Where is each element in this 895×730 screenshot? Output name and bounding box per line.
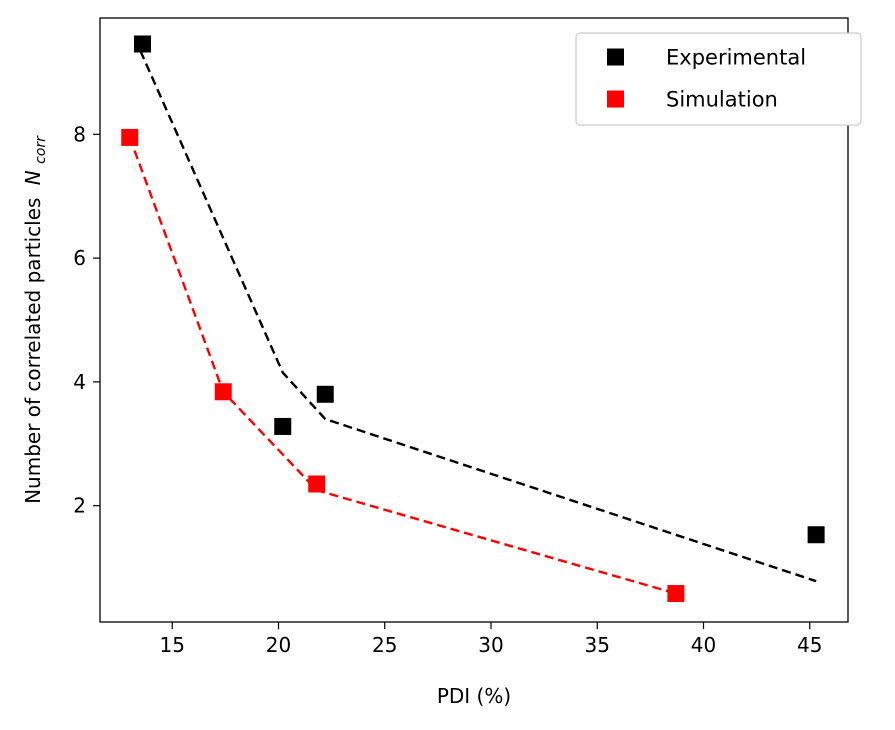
legend-marker-simulation xyxy=(607,90,624,108)
fit-lines xyxy=(128,50,817,595)
x-tick-label: 40 xyxy=(691,633,716,657)
y-axis-label-symbol: N xyxy=(21,170,45,185)
data-point-experimental xyxy=(134,35,151,53)
legend-box xyxy=(575,32,862,126)
x-tick-label: 35 xyxy=(585,633,610,657)
data-point-experimental xyxy=(274,417,292,435)
legend: Experimental Simulation xyxy=(575,32,862,126)
x-tick-label: 20 xyxy=(266,633,291,657)
y-tick-label: 8 xyxy=(73,122,86,146)
plot-frame xyxy=(99,17,849,623)
x-tick-label: 25 xyxy=(372,633,397,657)
data-markers xyxy=(121,35,825,603)
y-axis-label-text: Number of correlated particles xyxy=(21,198,45,504)
data-point-experimental xyxy=(316,385,334,403)
data-point-simulation xyxy=(214,383,232,401)
series-line-simulation xyxy=(128,137,677,595)
legend-label-experimental: Experimental xyxy=(666,46,806,70)
legend-marker-experimental xyxy=(607,48,624,66)
y-tick-label: 2 xyxy=(73,494,86,518)
data-point-experimental xyxy=(807,526,825,544)
x-tick-label: 15 xyxy=(160,633,185,657)
y-axis-ticks: 2 4 6 8 xyxy=(73,122,100,518)
x-axis-label: PDI (%) xyxy=(437,684,511,708)
y-tick-label: 6 xyxy=(73,246,86,270)
x-tick-label: 30 xyxy=(478,633,503,657)
legend-label-simulation: Simulation xyxy=(666,88,778,112)
y-axis-label-subscript: corr xyxy=(33,135,49,164)
data-point-simulation xyxy=(308,475,326,493)
series-line-experimental xyxy=(139,50,817,583)
x-tick-label: 45 xyxy=(797,633,822,657)
x-axis-ticks: 15 20 25 30 35 40 45 xyxy=(160,622,822,657)
data-point-simulation xyxy=(667,585,685,603)
data-point-simulation xyxy=(121,128,139,146)
y-axis-label: Number of correlated particles N corr xyxy=(21,135,49,504)
y-tick-label: 4 xyxy=(73,370,86,394)
